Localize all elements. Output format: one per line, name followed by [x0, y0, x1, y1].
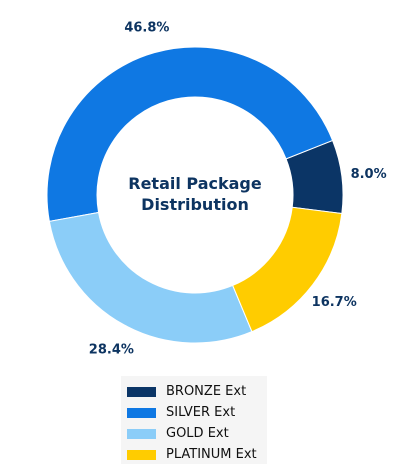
percent-label-bronze: 8.0%	[351, 167, 387, 182]
chart-legend: BRONZE Ext SILVER Ext GOLD Ext PLATINUM …	[121, 376, 267, 464]
percent-labels: 8.0% 46.8% 28.4% 16.7%	[89, 21, 387, 358]
slice-gold	[48, 211, 253, 344]
slice-platinum	[232, 206, 343, 333]
legend-label: SILVER Ext	[166, 405, 236, 420]
legend-swatch	[127, 386, 156, 397]
percent-label-silver: 46.8%	[124, 21, 169, 36]
legend-label: BRONZE Ext	[166, 384, 247, 399]
percent-label-platinum: 16.7%	[312, 295, 357, 310]
percent-label-gold: 28.4%	[89, 343, 134, 358]
donut-slices	[46, 46, 344, 344]
legend-label: GOLD Ext	[166, 426, 229, 441]
slice-silver	[46, 46, 334, 222]
legend-swatch	[127, 407, 156, 418]
donut-chart: 8.0% 46.8% 28.4% 16.7% Retail Package Distr…	[46, 21, 387, 358]
legend-swatch	[127, 449, 156, 460]
chart-title-line-2: Distribution	[141, 195, 249, 214]
legend-label: PLATINUM Ext	[166, 447, 257, 462]
legend-item-bronze: BRONZE Ext	[127, 381, 267, 402]
legend-item-platinum: PLATINUM Ext	[127, 444, 267, 465]
legend-swatch	[127, 428, 156, 439]
legend-item-gold: GOLD Ext	[127, 423, 267, 444]
chart-title-line-1: Retail Package	[128, 174, 262, 193]
legend-item-silver: SILVER Ext	[127, 402, 267, 423]
